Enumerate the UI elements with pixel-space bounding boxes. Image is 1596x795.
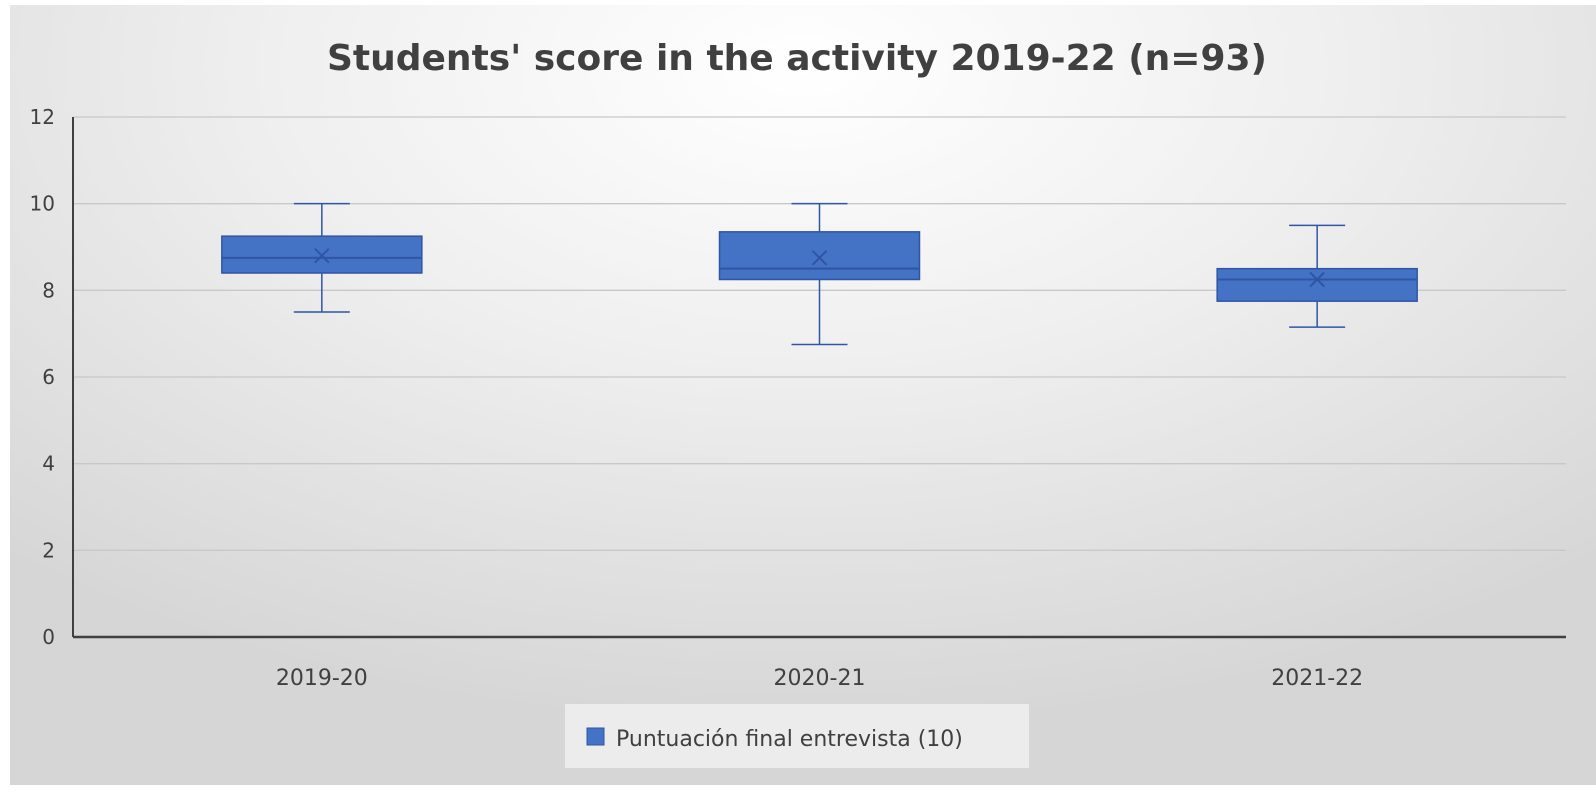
mean-marker (811, 250, 828, 266)
mean-marker-stroke-b (314, 247, 330, 264)
y-tick-label-10: 10 (30, 192, 55, 216)
chart-container: Students' score in the activity 2019-22 … (10, 5, 1596, 785)
legend-swatch (586, 727, 605, 746)
box-plot-chart: Students' score in the activity 2019-22 … (30, 38, 1566, 768)
box-2021-22 (1216, 224, 1418, 328)
axes (72, 117, 1566, 639)
x-tick-label-2020-21: 2020-21 (774, 666, 866, 691)
box-2020-21 (718, 202, 921, 346)
interquartile-box (1216, 267, 1418, 302)
mean-marker (314, 247, 330, 264)
y-tick-label-8: 8 (42, 278, 55, 302)
mean-marker-stroke-b (811, 250, 828, 266)
x-axis-ticks: 2019-20 2020-21 2021-22 (276, 666, 1363, 691)
interquartile-box (718, 231, 921, 281)
x-tick-label-2019-20: 2019-20 (276, 666, 368, 691)
legend-background (565, 704, 1029, 768)
y-tick-label-4: 4 (42, 452, 55, 476)
legend-label: Puntuación final entrevista (10) (616, 727, 963, 752)
mean-marker (1309, 271, 1325, 288)
boxes (221, 202, 1418, 346)
y-tick-label-6: 6 (42, 365, 55, 389)
chart-title: Students' score in the activity 2019-22 … (327, 38, 1267, 79)
y-tick-label-2: 2 (42, 538, 55, 562)
mean-marker-stroke-b (1309, 271, 1325, 288)
x-tick-label-2021-22: 2021-22 (1271, 666, 1363, 691)
y-tick-label-12: 12 (30, 105, 55, 129)
y-tick-label-0: 0 (42, 625, 55, 649)
y-axis-ticks: 0 2 4 6 8 10 12 (30, 105, 55, 649)
box-2019-20 (221, 202, 423, 313)
legend: Puntuación final entrevista (10) (565, 704, 1029, 768)
